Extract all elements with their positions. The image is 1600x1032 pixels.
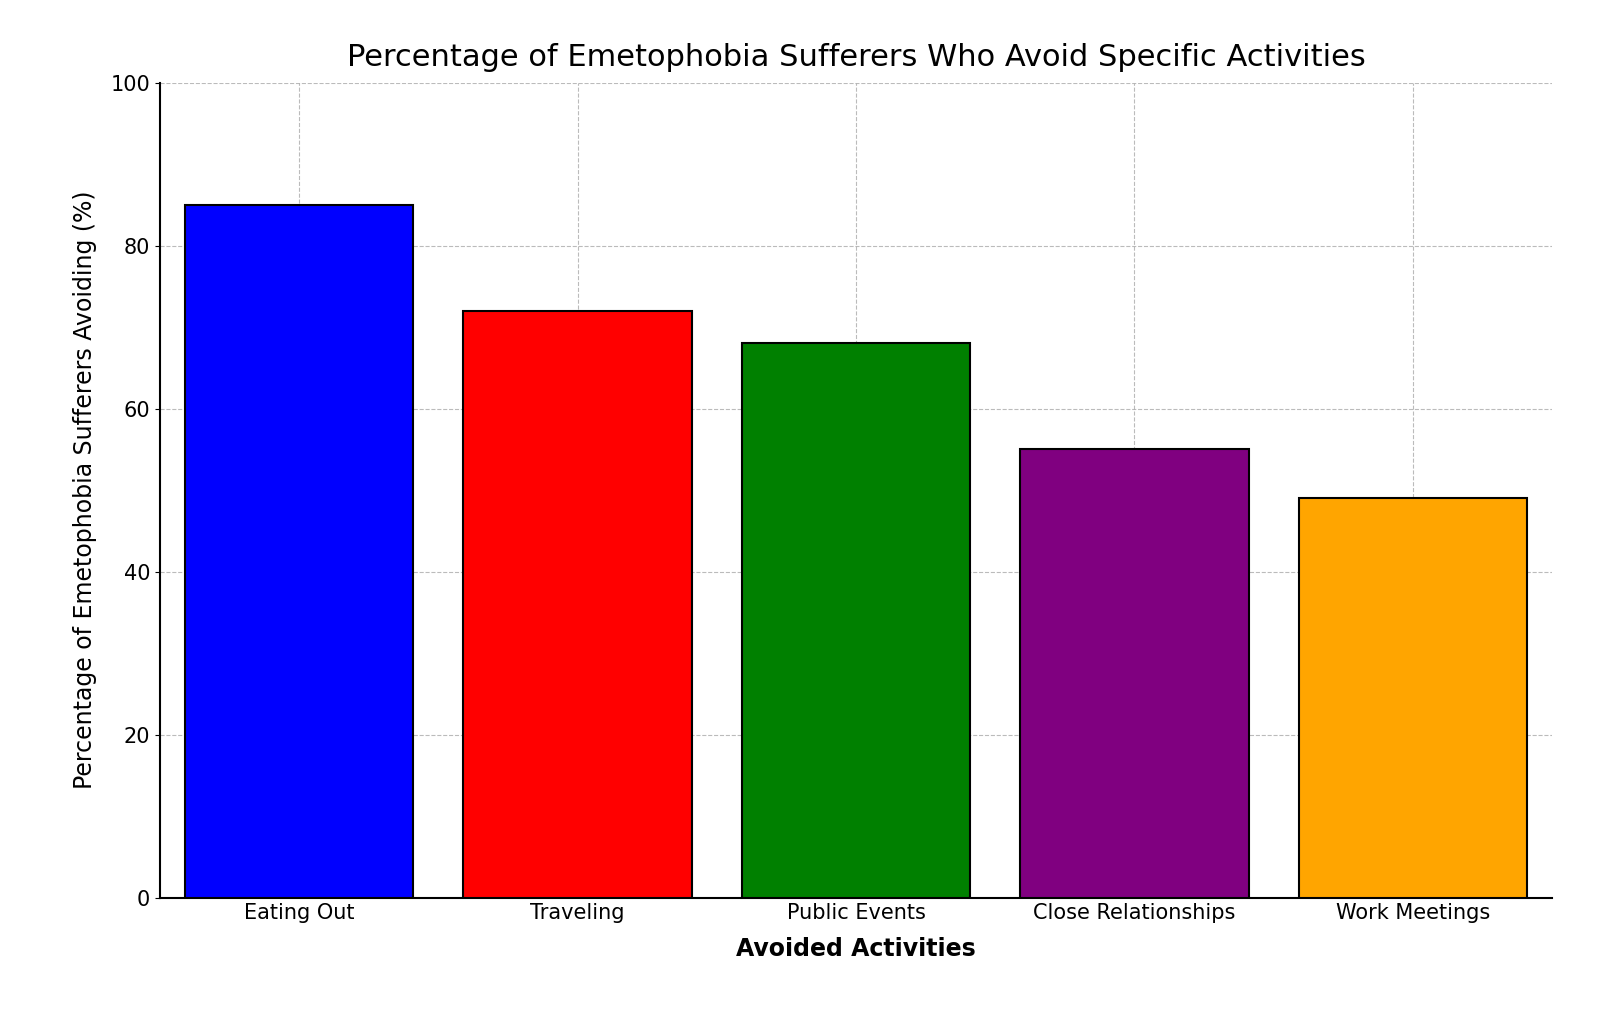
Bar — [186, 204, 413, 898]
Y-axis label: Percentage of Emetophobia Sufferers Avoiding (%): Percentage of Emetophobia Sufferers Avoi… — [72, 191, 96, 789]
Bar — [742, 344, 970, 898]
Bar — [1299, 498, 1526, 898]
Title: Percentage of Emetophobia Sufferers Who Avoid Specific Activities: Percentage of Emetophobia Sufferers Who … — [347, 43, 1365, 72]
Bar — [1021, 449, 1248, 898]
X-axis label: Avoided Activities: Avoided Activities — [736, 937, 976, 961]
Bar — [464, 311, 691, 898]
